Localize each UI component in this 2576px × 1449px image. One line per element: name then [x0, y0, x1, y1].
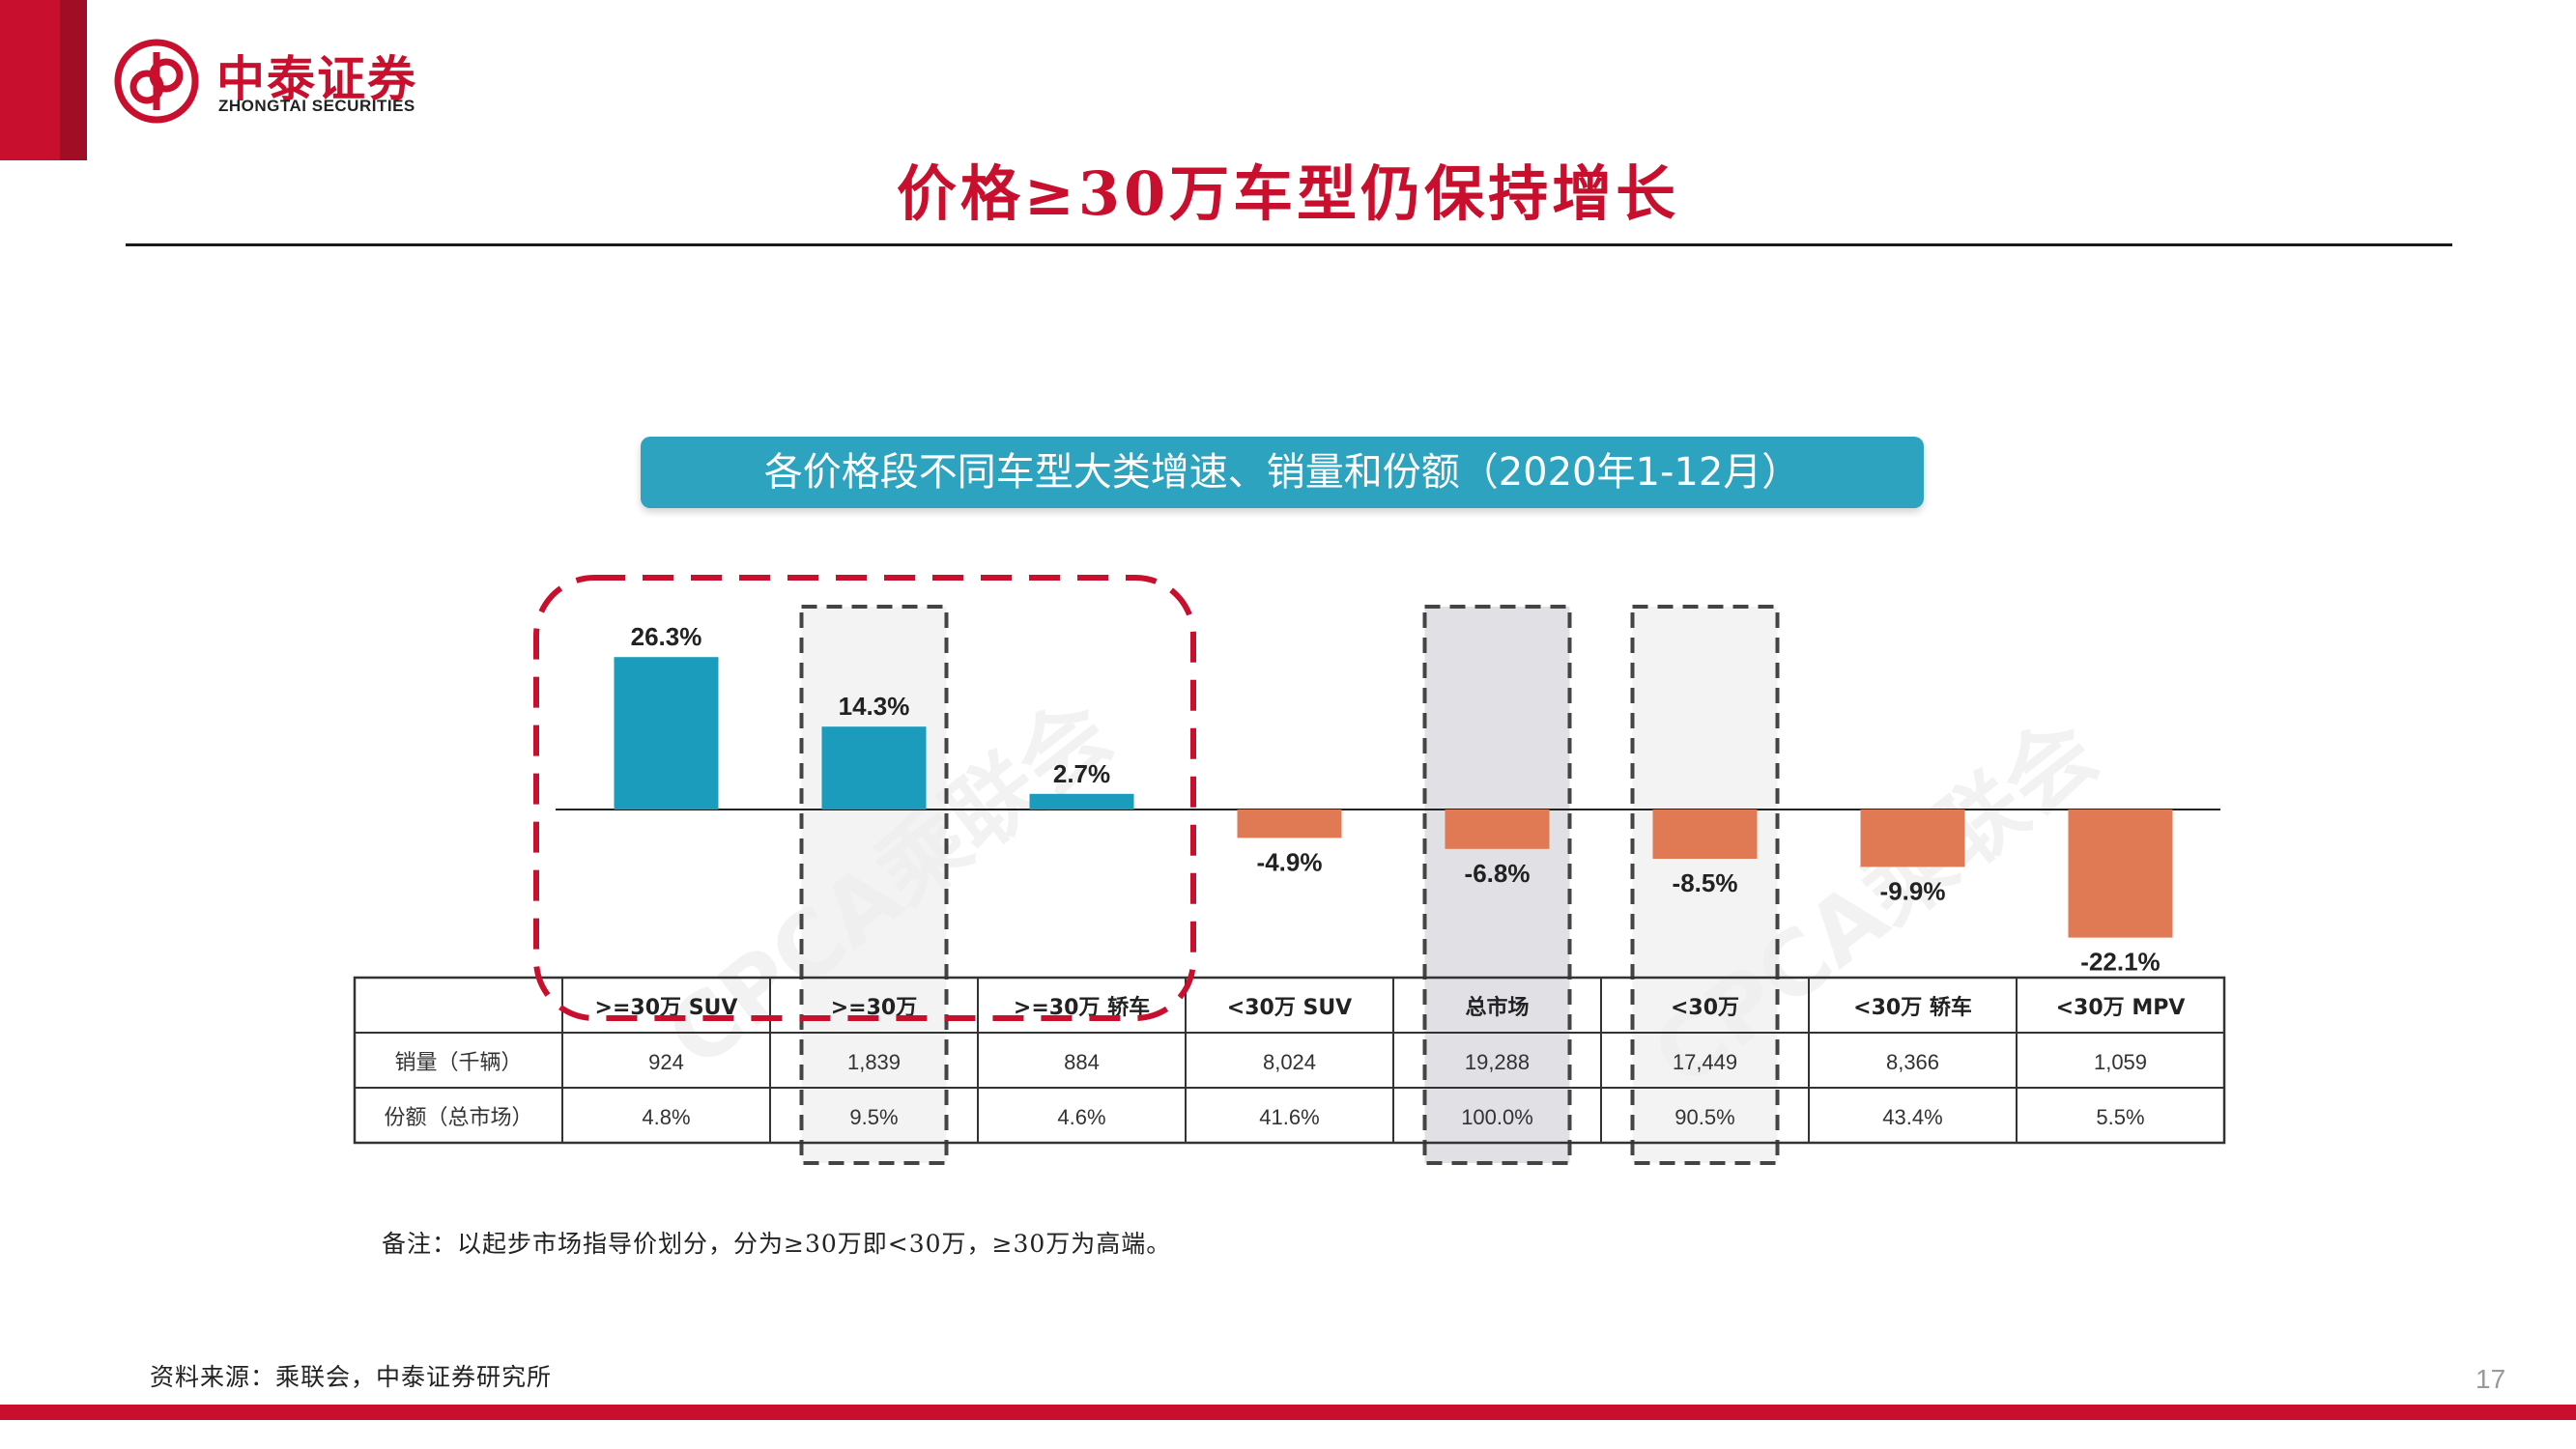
data-label-4: -4.9% — [1257, 847, 1323, 876]
bar-8 — [2068, 810, 2173, 938]
table-cell: 17,449 — [1673, 1050, 1737, 1074]
page-title: 价格≥30万车型仍保持增长 — [896, 158, 1680, 229]
table-cell: 4.8% — [642, 1105, 690, 1129]
data-label-1: 26.3% — [631, 622, 702, 651]
x-tick-label-4: <30万 SUV — [1227, 996, 1352, 1020]
table-cell: 4.6% — [1057, 1105, 1105, 1129]
bar-2 — [821, 726, 927, 810]
x-tick-label-5: 总市场 — [1465, 995, 1529, 1020]
logo-text-cn: 中泰证券 — [216, 51, 417, 107]
logo-text-en: ZHONGTAI SECURITIES — [218, 97, 415, 115]
table-cell: 8,024 — [1263, 1050, 1316, 1074]
corner-accent-bar — [0, 0, 87, 160]
bar-3 — [1029, 793, 1134, 810]
data-source: 资料来源：乘联会，中泰证券研究所 — [150, 1363, 553, 1391]
table-cell: 924 — [648, 1050, 684, 1074]
chart-note: 备注：以起步市场指导价划分，分为≥30万即<30万，≥30万为高端。 — [382, 1230, 1172, 1258]
table-cell: 1,059 — [2094, 1050, 2147, 1074]
table-cell: 19,288 — [1465, 1050, 1530, 1074]
highlight-column-box — [799, 605, 949, 1165]
title-divider — [126, 243, 2452, 246]
table-cell: 5.5% — [2096, 1105, 2144, 1129]
table-cell: 1,839 — [847, 1050, 901, 1074]
table-row-label-2: 份额（总市场） — [384, 1106, 532, 1130]
logo-mark-icon — [114, 39, 199, 124]
highlight-column-box — [1422, 605, 1572, 1165]
company-logo: 中泰证券 ZHONGTAI SECURITIES — [114, 39, 462, 126]
chart-title-banner: 各价格段不同车型大类增速、销量和份额（2020年1-12月） — [641, 437, 1924, 508]
bar-4 — [1237, 810, 1342, 838]
table-cell: 41.6% — [1259, 1105, 1319, 1129]
table-cell: 884 — [1064, 1050, 1100, 1074]
data-table-border — [353, 976, 2226, 1145]
red-highlight-box — [533, 575, 1196, 1021]
data-label-3: 2.7% — [1053, 759, 1110, 788]
x-tick-label-3: >=30万 轿车 — [1014, 995, 1150, 1020]
bar-5 — [1445, 810, 1550, 849]
table-cell: 9.5% — [849, 1105, 898, 1129]
x-tick-label-8: <30万 MPV — [2056, 996, 2186, 1020]
data-label-6: -8.5% — [1673, 868, 1738, 897]
page-number: 17 — [2476, 1364, 2506, 1394]
x-tick-label-6: <30万 — [1671, 996, 1739, 1020]
data-label-8: -22.1% — [2080, 948, 2160, 977]
x-tick-label-7: <30万 轿车 — [1853, 995, 1972, 1020]
data-label-2: 14.3% — [839, 692, 910, 721]
bar-1 — [614, 657, 719, 810]
data-label-5: -6.8% — [1465, 859, 1531, 888]
table-row-label-1: 销量（千辆） — [394, 1051, 522, 1075]
table-cell: 8,366 — [1886, 1050, 1939, 1074]
table-cell: 43.4% — [1882, 1105, 1942, 1129]
bar-7 — [1860, 810, 1965, 867]
table-cell: 100.0% — [1461, 1105, 1533, 1129]
bar-6 — [1652, 810, 1758, 859]
data-label-7: -9.9% — [1880, 876, 1946, 905]
bottom-accent-bar — [0, 1405, 2576, 1420]
table-cell: 90.5% — [1674, 1105, 1734, 1129]
highlight-column-box — [1630, 605, 1780, 1165]
